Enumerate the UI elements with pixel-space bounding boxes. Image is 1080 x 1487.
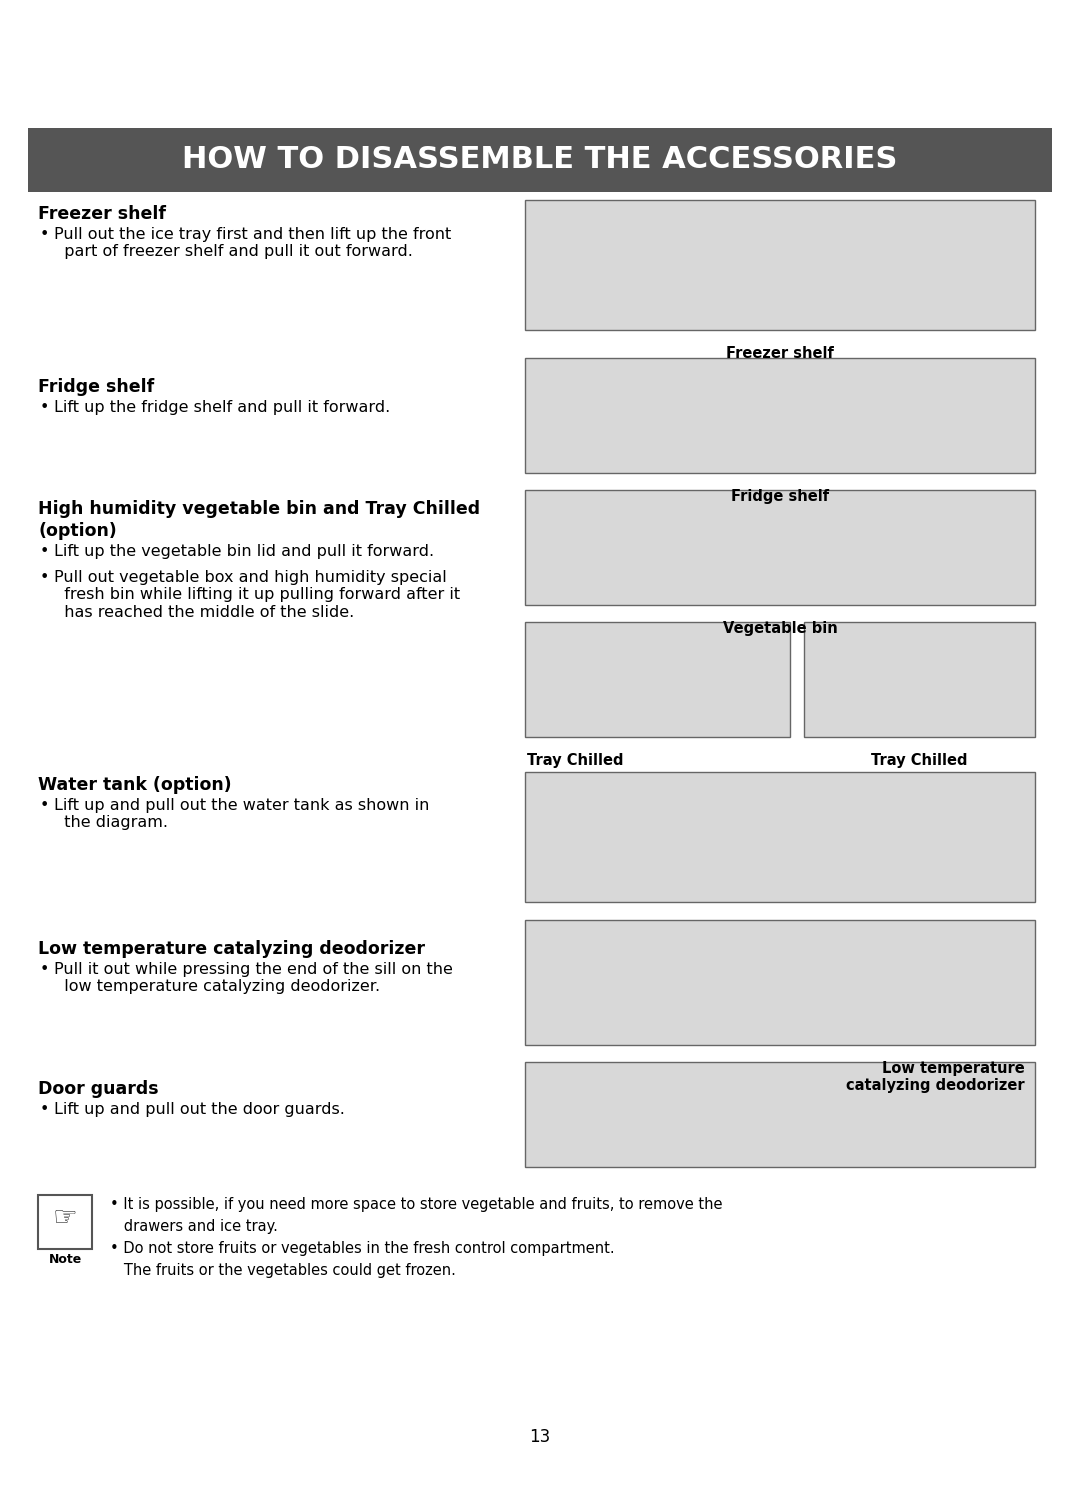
Bar	[525, 920, 1035, 1045]
Bar	[525, 772, 1035, 903]
Text: Lift up and pull out the door guards.: Lift up and pull out the door guards.	[54, 1102, 345, 1117]
Bar	[525, 358, 1035, 473]
Text: •: •	[40, 228, 50, 242]
Text: 13: 13	[529, 1428, 551, 1445]
Bar	[38, 1196, 92, 1249]
Text: Freezer shelf: Freezer shelf	[38, 205, 166, 223]
Text: • Do not store fruits or vegetables in the fresh control compartment.: • Do not store fruits or vegetables in t…	[110, 1242, 615, 1257]
Bar	[525, 199, 1035, 330]
Text: ☞: ☞	[53, 1204, 78, 1233]
Text: Lift up and pull out the water tank as shown in
  the diagram.: Lift up and pull out the water tank as s…	[54, 799, 430, 830]
Bar	[804, 622, 1035, 738]
Text: •: •	[40, 400, 50, 415]
Text: •: •	[40, 799, 50, 813]
Text: •: •	[40, 570, 50, 584]
Text: Tray Chilled: Tray Chilled	[872, 752, 968, 767]
Text: (option): (option)	[38, 522, 117, 540]
Text: Lift up the fridge shelf and pull it forward.: Lift up the fridge shelf and pull it for…	[54, 400, 390, 415]
Text: Tray Chilled: Tray Chilled	[527, 752, 623, 767]
Text: Freezer shelf: Freezer shelf	[726, 346, 834, 361]
Text: drawers and ice tray.: drawers and ice tray.	[110, 1219, 278, 1234]
Text: Pull out the ice tray first and then lift up the front
  part of freezer shelf a: Pull out the ice tray first and then lif…	[54, 228, 451, 259]
Text: Door guards: Door guards	[38, 1080, 159, 1097]
Text: High humidity vegetable bin and Tray Chilled: High humidity vegetable bin and Tray Chi…	[38, 500, 481, 517]
Text: •: •	[40, 544, 50, 559]
Text: •: •	[40, 962, 50, 977]
Bar	[525, 1062, 1035, 1167]
Text: Low temperature catalyzing deodorizer: Low temperature catalyzing deodorizer	[38, 940, 426, 958]
Bar	[525, 622, 789, 738]
Text: •: •	[40, 1102, 50, 1117]
Bar	[28, 128, 1052, 192]
Text: Vegetable bin: Vegetable bin	[723, 622, 837, 636]
Text: Fridge shelf: Fridge shelf	[731, 489, 829, 504]
Text: Lift up the vegetable bin lid and pull it forward.: Lift up the vegetable bin lid and pull i…	[54, 544, 434, 559]
Bar	[525, 491, 1035, 605]
Text: Low temperature
catalyzing deodorizer: Low temperature catalyzing deodorizer	[847, 1062, 1025, 1093]
Text: Pull out vegetable box and high humidity special
  fresh bin while lifting it up: Pull out vegetable box and high humidity…	[54, 570, 460, 620]
Text: HOW TO DISASSEMBLE THE ACCESSORIES: HOW TO DISASSEMBLE THE ACCESSORIES	[183, 146, 897, 174]
Text: The fruits or the vegetables could get frozen.: The fruits or the vegetables could get f…	[110, 1262, 456, 1277]
Text: Note: Note	[49, 1254, 82, 1265]
Text: Fridge shelf: Fridge shelf	[38, 378, 154, 396]
Text: Pull it out while pressing the end of the sill on the
  low temperature catalyzi: Pull it out while pressing the end of th…	[54, 962, 453, 995]
Text: Water tank (option): Water tank (option)	[38, 776, 231, 794]
Text: • It is possible, if you need more space to store vegetable and fruits, to remov: • It is possible, if you need more space…	[110, 1197, 723, 1212]
